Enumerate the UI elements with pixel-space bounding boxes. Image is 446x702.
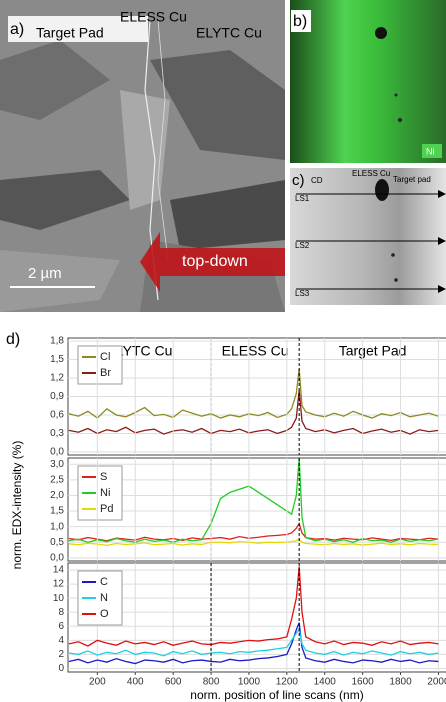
y-tick-label: 2,5: [50, 474, 64, 485]
y-tick-label: 1,8: [50, 336, 64, 347]
y-tick-label: 12: [53, 579, 65, 590]
x-tick-label: 1600: [352, 677, 375, 688]
y-tick-label: 2,0: [50, 490, 64, 501]
legend-label: S: [100, 471, 107, 483]
panel-label: c): [292, 172, 305, 189]
y-tick-label: 1,2: [50, 373, 64, 384]
scan-label: LS1: [295, 194, 310, 203]
y-tick-label: 0,6: [50, 410, 64, 421]
scan-label: LS3: [295, 289, 310, 298]
y-tick-label: 1,5: [50, 506, 64, 517]
y-axis-label: norm. EDX-intensity (%): [10, 441, 24, 570]
y-tick-label: 3,0: [50, 459, 64, 470]
x-tick-label: 200: [89, 677, 106, 688]
panel-label: b): [293, 13, 307, 30]
y-tick-label: 0,3: [50, 428, 64, 439]
image-label: ELESS Cu: [120, 9, 187, 25]
plot-area: [68, 458, 446, 561]
scale-bar-label: 2 µm: [28, 265, 62, 282]
region-label: Target Pad: [339, 343, 407, 359]
panel-label: a): [10, 21, 24, 38]
legend-label: Ni: [100, 487, 110, 499]
element-label: Ni: [426, 146, 435, 156]
x-tick-label: 2000: [427, 677, 446, 688]
plot-area: [68, 563, 446, 672]
legend-label: N: [100, 592, 108, 604]
y-tick-label: 10: [53, 593, 65, 604]
legend-label: O: [100, 608, 109, 620]
arrow-label: top-down: [182, 253, 248, 270]
y-tick-label: 8: [58, 607, 64, 618]
x-tick-label: 1800: [389, 677, 412, 688]
image-label: Target Pad: [36, 25, 104, 41]
y-tick-label: 4: [58, 635, 64, 646]
region-label: ELESS Cu: [222, 343, 289, 359]
image-label: CD: [311, 176, 323, 185]
legend-label: Br: [100, 367, 111, 379]
panel-c-image: [290, 168, 446, 305]
legend-label: C: [100, 576, 108, 588]
y-tick-label: 0,0: [50, 553, 64, 564]
y-tick-label: 0,5: [50, 537, 64, 548]
y-tick-label: 1,0: [50, 521, 64, 532]
y-tick-label: 14: [53, 565, 65, 576]
y-tick-label: 1,5: [50, 354, 64, 365]
x-tick-label: 1000: [238, 677, 261, 688]
image-label: ELYTC Cu: [196, 25, 262, 41]
panel-b-image: [290, 0, 446, 163]
scan-label: LS2: [295, 241, 310, 250]
y-tick-label: 0: [58, 663, 64, 674]
x-tick-label: 600: [165, 677, 182, 688]
x-tick-label: 400: [127, 677, 144, 688]
image-label: Target pad: [393, 175, 431, 184]
x-tick-label: 800: [203, 677, 220, 688]
panel-label: d): [6, 331, 20, 348]
x-axis-label: norm. position of line scans (nm): [190, 688, 363, 702]
x-tick-label: 1200: [276, 677, 299, 688]
legend-label: Pd: [100, 503, 113, 515]
y-tick-label: 2: [58, 649, 64, 660]
y-tick-label: 6: [58, 621, 64, 632]
figure: a) Target Pad ELESS Cu ELYTC Cu top-down…: [0, 0, 446, 702]
y-tick-label: 0,9: [50, 391, 64, 402]
y-tick-label: 0,0: [50, 447, 64, 458]
legend-label: Cl: [100, 351, 110, 363]
image-label: ELESS Cu: [352, 169, 390, 178]
x-tick-label: 1400: [314, 677, 337, 688]
